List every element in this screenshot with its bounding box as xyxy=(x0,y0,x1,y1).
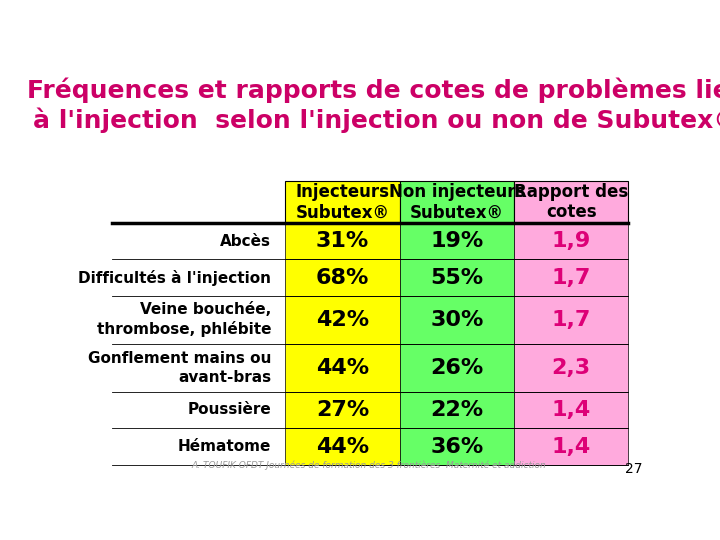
Text: 1,9: 1,9 xyxy=(552,231,591,251)
Bar xyxy=(514,392,629,428)
Text: Fréquences et rapports de cotes de problèmes liés
à l'injection  selon l'injecti: Fréquences et rapports de cotes de probl… xyxy=(27,77,720,133)
Text: 36%: 36% xyxy=(431,436,484,456)
Bar xyxy=(285,428,400,465)
Text: 44%: 44% xyxy=(316,357,369,377)
Text: 30%: 30% xyxy=(430,310,484,330)
Text: Gonflement mains ou
avant-bras: Gonflement mains ou avant-bras xyxy=(88,351,271,384)
Bar xyxy=(400,223,514,259)
Text: 19%: 19% xyxy=(431,231,484,251)
Bar xyxy=(514,428,629,465)
Text: 31%: 31% xyxy=(316,231,369,251)
Text: 26%: 26% xyxy=(431,357,484,377)
Text: Injecteurs
Subutex®: Injecteurs Subutex® xyxy=(295,183,390,221)
Bar xyxy=(285,392,400,428)
Bar xyxy=(400,259,514,296)
Bar xyxy=(514,259,629,296)
Text: A. TOUFIK OFDT Journées de formation des 3 frontières  Maternité et addiction: A. TOUFIK OFDT Journées de formation des… xyxy=(192,461,546,470)
Text: 1,7: 1,7 xyxy=(552,310,591,330)
Text: 27: 27 xyxy=(625,462,642,476)
Text: 1,4: 1,4 xyxy=(552,436,591,456)
Text: 44%: 44% xyxy=(316,436,369,456)
Text: Difficultés à l'injection: Difficultés à l'injection xyxy=(78,269,271,286)
Text: Abcès: Abcès xyxy=(220,234,271,248)
Bar xyxy=(514,223,629,259)
Text: 55%: 55% xyxy=(431,268,483,288)
Text: Veine bouchée,
thrombose, phlébite: Veine bouchée, thrombose, phlébite xyxy=(97,302,271,338)
Bar xyxy=(400,392,514,428)
Text: 1,4: 1,4 xyxy=(552,400,591,420)
Text: Non injecteurs
Subutex®: Non injecteurs Subutex® xyxy=(389,183,525,221)
Bar xyxy=(285,223,400,259)
Bar xyxy=(285,259,400,296)
Text: 68%: 68% xyxy=(316,268,369,288)
Text: Hématome: Hématome xyxy=(178,439,271,454)
Text: Rapport des
cotes: Rapport des cotes xyxy=(514,183,629,221)
Text: 42%: 42% xyxy=(316,310,369,330)
Text: 2,3: 2,3 xyxy=(552,357,591,377)
Bar xyxy=(400,428,514,465)
Text: 27%: 27% xyxy=(316,400,369,420)
Text: 22%: 22% xyxy=(431,400,483,420)
Text: 1,7: 1,7 xyxy=(552,268,591,288)
Text: Poussière: Poussière xyxy=(188,402,271,417)
